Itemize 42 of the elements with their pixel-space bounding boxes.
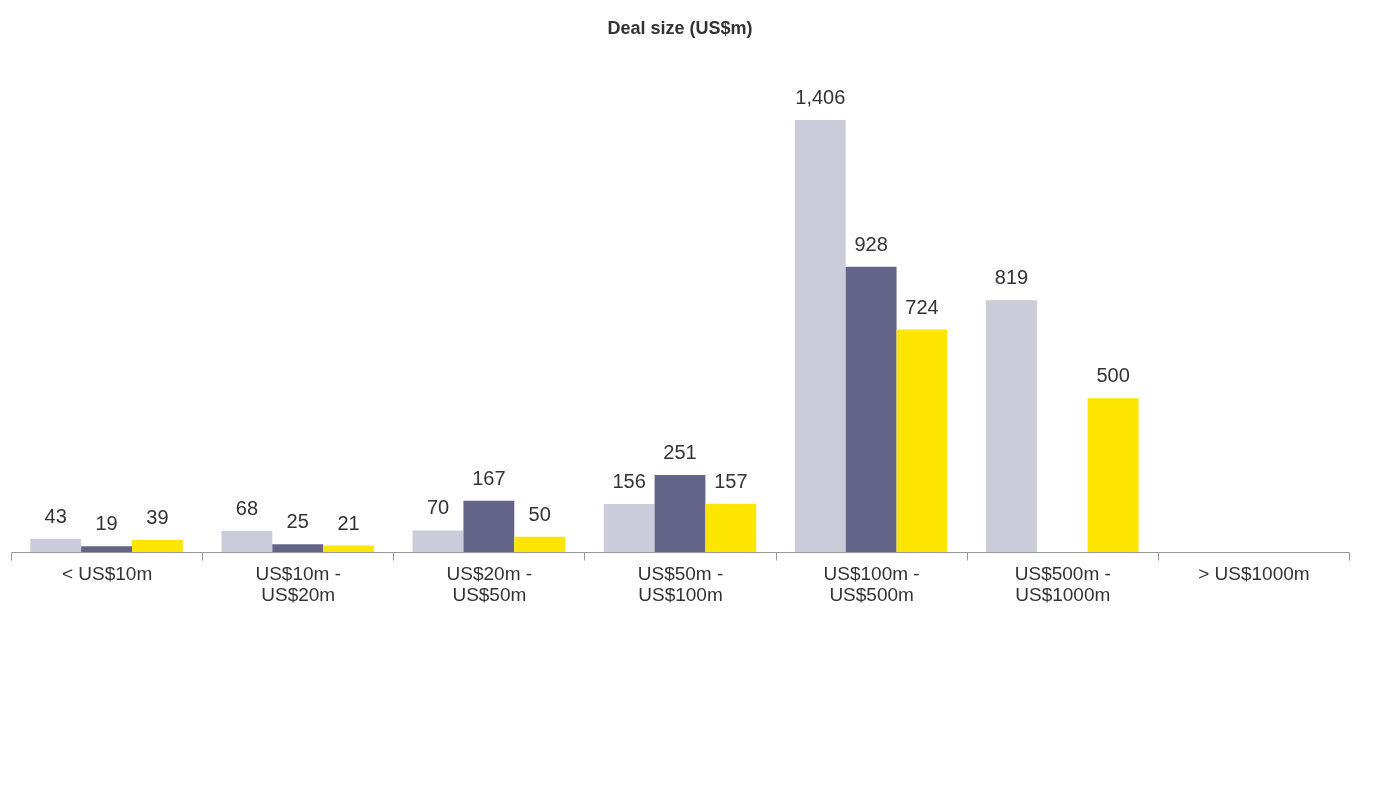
data-label: 724 xyxy=(905,295,939,318)
bar xyxy=(845,266,897,552)
bar xyxy=(30,538,82,552)
data-label: 19 xyxy=(95,512,118,535)
x-tick-label: US$100m - US$500m xyxy=(823,562,920,605)
bar xyxy=(272,544,324,552)
bar xyxy=(896,329,948,552)
bar xyxy=(705,503,757,552)
data-label: 928 xyxy=(854,232,888,255)
bar xyxy=(81,546,132,552)
data-label: 156 xyxy=(612,470,646,493)
data-label: 251 xyxy=(663,440,697,463)
data-label: 167 xyxy=(472,466,506,489)
data-label: 500 xyxy=(1096,364,1130,387)
bar xyxy=(463,500,515,552)
bar xyxy=(131,540,183,552)
data-label: 68 xyxy=(235,497,258,520)
data-label: 43 xyxy=(44,504,67,527)
data-label: 25 xyxy=(286,510,309,533)
chart-title: Deal size (US$m) xyxy=(607,18,753,38)
bar xyxy=(603,504,655,552)
x-tick-label: US$50m - US$100m xyxy=(637,562,724,605)
x-tick-label: US$500m - US$1000m xyxy=(1014,562,1111,605)
bar xyxy=(1087,398,1139,552)
x-tick-label: US$10m - US$20m xyxy=(255,562,341,605)
bar xyxy=(514,536,566,552)
x-tick-label: < US$10m xyxy=(61,562,153,584)
data-label: 819 xyxy=(994,266,1029,289)
bar xyxy=(794,120,846,552)
bar xyxy=(654,474,706,552)
x-tick-label: > US$1000m xyxy=(1198,562,1310,584)
data-label: 157 xyxy=(714,469,748,492)
data-label: 39 xyxy=(146,506,169,529)
data-label: 1,406 xyxy=(795,86,846,108)
x-tick-label: US$20m - US$50m xyxy=(446,562,533,605)
data-label: 21 xyxy=(337,511,360,534)
data-label: 50 xyxy=(528,502,551,525)
bar xyxy=(323,545,374,552)
bar xyxy=(986,300,1037,552)
data-label: 70 xyxy=(426,496,450,519)
bar xyxy=(412,530,464,552)
bar xyxy=(221,531,273,552)
